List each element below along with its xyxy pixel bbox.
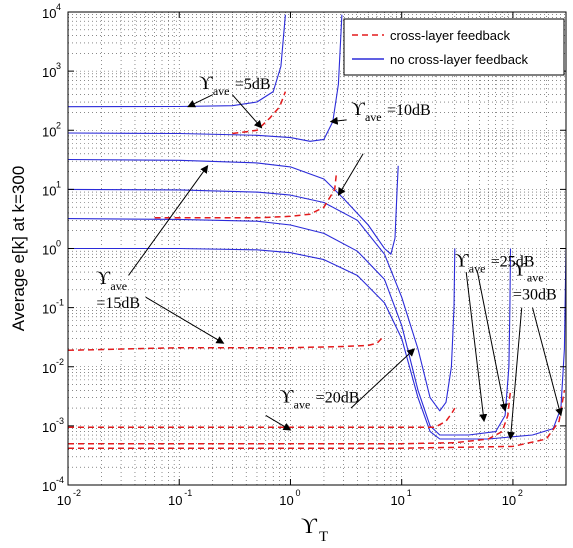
y-tick-label: 10	[42, 420, 56, 435]
y-tick-label: 10	[42, 361, 56, 376]
series-layer	[67, 14, 567, 449]
legend-entry-label: cross-layer feedback	[390, 28, 510, 43]
annotation-arrow	[145, 296, 225, 344]
y-tick-label: 10	[42, 479, 56, 494]
series-line-20dB-solid	[67, 188, 456, 412]
annotation-text: =10dB	[387, 102, 431, 119]
series-line-25dB-solid	[67, 218, 512, 436]
annotation-arrow	[128, 165, 209, 276]
legend-box	[343, 18, 565, 76]
annotation-symbol: ϒ	[199, 73, 213, 94]
y-tick-label: 10	[42, 6, 56, 21]
annotation-subscript: ave	[110, 279, 127, 293]
y-tick-label-exponent: 3	[56, 61, 61, 71]
annotation-subscript: ave	[213, 84, 230, 98]
x-tick-label: 10	[390, 493, 404, 508]
annotation-subscript: ave	[469, 261, 486, 275]
annotation-arrow	[329, 116, 347, 125]
x-tick-label-exponent: 0	[295, 488, 300, 498]
x-tick-label: 10	[168, 493, 182, 508]
annotation-subscript: ave	[294, 397, 311, 411]
y-axis-label: Average e[k] at k=300	[9, 166, 28, 332]
y-tick-label: 10	[42, 243, 56, 258]
x-axis-label: ϒ T	[301, 513, 328, 545]
series-line-15dB-dashed	[154, 171, 338, 219]
x-tick-label-exponent: 1	[407, 488, 412, 498]
y-tick-label-exponent: -3	[56, 416, 64, 426]
y-tick-label-exponent: -2	[56, 357, 64, 367]
annotation-arrow	[507, 307, 523, 440]
x-tick-label: 10	[502, 493, 516, 508]
annotation-text: =30dB	[513, 286, 557, 303]
y-tick-label: 10	[42, 124, 56, 139]
series-line-15dB-solid	[67, 158, 399, 255]
grid	[67, 11, 567, 486]
annotation-arrow	[476, 271, 508, 412]
y-tick-label-exponent: 1	[56, 179, 61, 189]
series-line-5dB-solid	[67, 14, 286, 108]
legend: cross-layer feedback no cross-layer feedb…	[343, 18, 565, 76]
series-line-30dB-b-dashed	[68, 390, 566, 449]
y-tick-label-exponent: 4	[56, 2, 61, 12]
annotation-text: =20dB	[316, 389, 360, 406]
y-tick-label-exponent: 2	[56, 120, 61, 130]
series-line-30dB-dashed	[68, 390, 512, 445]
annotation-text: =15dB	[96, 295, 140, 312]
annotation-arrow	[337, 153, 364, 196]
series-line-10dB-solid	[67, 14, 343, 142]
series-line-20dB-dashed	[67, 337, 383, 352]
annotation-text: =25dB	[491, 253, 535, 270]
annotation-symbol: ϒ	[351, 99, 365, 120]
series-line-25dB-dashed	[68, 407, 456, 428]
y-tick-label-exponent: -4	[56, 475, 64, 485]
annotation-text: =5dB	[235, 76, 271, 93]
annotation-symbol: ϒ	[280, 386, 294, 407]
series-line-5dB-dashed	[232, 91, 287, 135]
annotation-subscript: ave	[527, 270, 544, 284]
y-tick-label-exponent: 0	[56, 239, 61, 249]
x-axis-ticks: 10 -2 10 -1 10 0 10 1 10 2	[57, 12, 523, 508]
annotation-symbol: ϒ	[455, 250, 469, 271]
x-axis-label-subscript: T	[319, 529, 328, 545]
y-tick-label: 10	[42, 183, 56, 198]
x-axis-label-symbol: ϒ	[301, 513, 318, 538]
annotation-subscript: ave	[365, 110, 382, 124]
annotation-symbol: ϒ	[513, 259, 527, 280]
annotation-arrow	[231, 94, 263, 129]
annotation-arrow	[265, 415, 292, 431]
x-tick-label: 10	[279, 493, 293, 508]
annotation-arrow	[465, 271, 488, 423]
series-line-30dB-solid	[68, 247, 567, 440]
annotation-arrow	[350, 348, 416, 409]
y-tick-label: 10	[42, 65, 56, 80]
legend-entry-label: no cross-layer feedback	[390, 52, 529, 67]
y-tick-label: 10	[42, 302, 56, 317]
annotation-arrow	[532, 307, 563, 417]
x-tick-label-exponent: 2	[518, 488, 523, 498]
x-tick-label-exponent: -1	[184, 488, 192, 498]
x-tick-label: 10	[57, 493, 71, 508]
annotation-arrow	[187, 94, 213, 108]
y-tick-label-exponent: -1	[56, 298, 64, 308]
x-tick-label-exponent: -2	[73, 488, 81, 498]
annotation-symbol: ϒ	[96, 268, 110, 289]
